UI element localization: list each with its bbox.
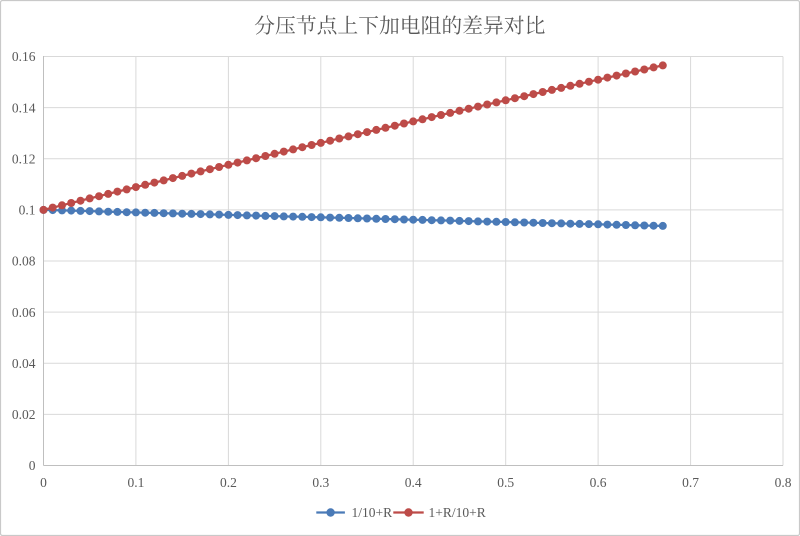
svg-text:0.3: 0.3 — [312, 475, 329, 490]
svg-text:0.2: 0.2 — [220, 475, 237, 490]
svg-text:0: 0 — [29, 458, 36, 473]
svg-text:0.5: 0.5 — [497, 475, 514, 490]
svg-text:0.02: 0.02 — [12, 407, 36, 422]
svg-text:0.6: 0.6 — [590, 475, 607, 490]
svg-text:0.1: 0.1 — [19, 203, 36, 218]
svg-text:1/10+R: 1/10+R — [352, 505, 393, 520]
svg-text:0.8: 0.8 — [775, 475, 792, 490]
svg-text:0: 0 — [40, 475, 47, 490]
svg-text:1+R/10+R: 1+R/10+R — [429, 505, 486, 520]
svg-text:0.16: 0.16 — [12, 49, 36, 64]
svg-text:0.1: 0.1 — [127, 475, 144, 490]
svg-text:0.14: 0.14 — [12, 100, 36, 115]
svg-text:0.4: 0.4 — [405, 475, 422, 490]
svg-text:0.12: 0.12 — [12, 151, 36, 166]
svg-text:0.06: 0.06 — [12, 305, 36, 320]
svg-text:0.04: 0.04 — [12, 356, 36, 371]
svg-text:0.7: 0.7 — [682, 475, 699, 490]
svg-text:0.08: 0.08 — [12, 254, 36, 269]
